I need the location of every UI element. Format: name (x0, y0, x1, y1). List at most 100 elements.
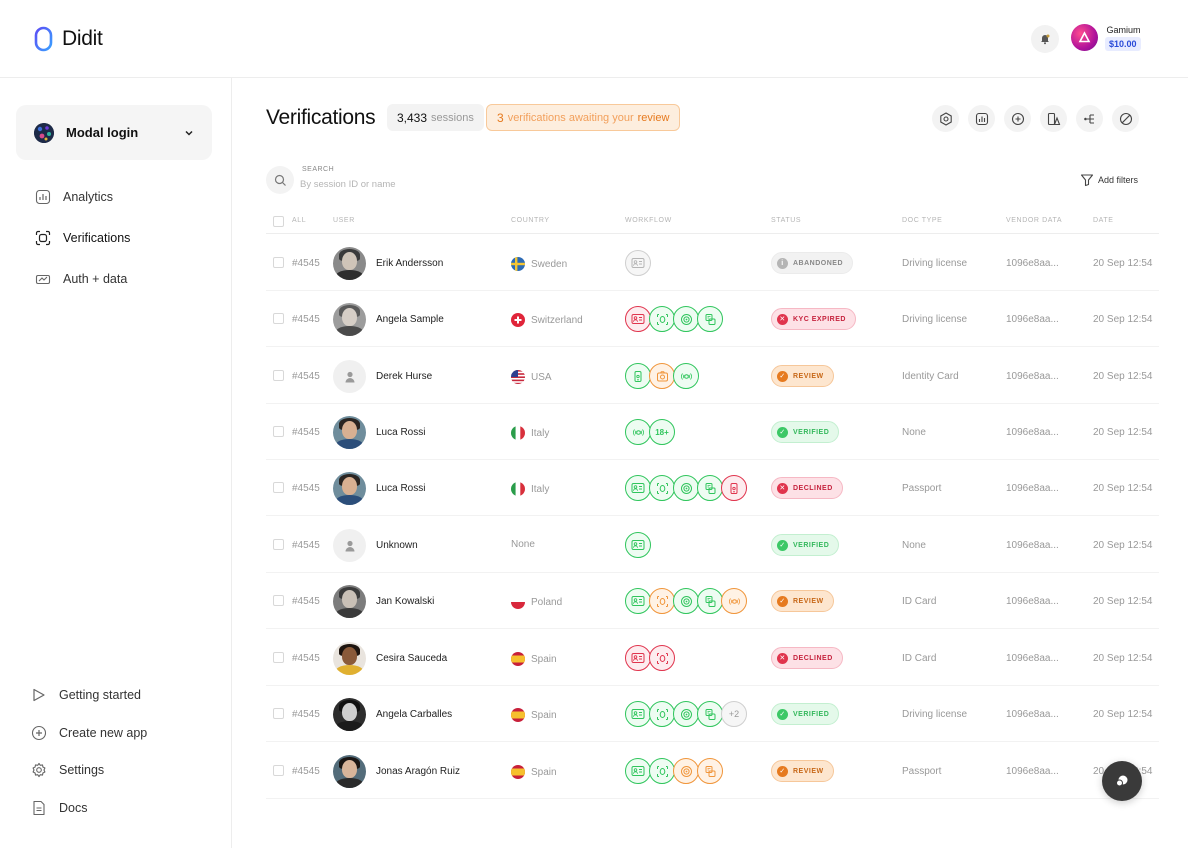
user-cell[interactable]: Jonas Aragón Ruiz (333, 755, 460, 788)
app-selector[interactable]: Modal login (16, 105, 212, 160)
workflow-step-liveness[interactable] (673, 758, 699, 784)
user-cell[interactable]: Angela Carballes (333, 698, 452, 731)
workflow-step-id[interactable] (625, 758, 651, 784)
workflow-step-liveness[interactable] (673, 588, 699, 614)
workflow-tool-button[interactable] (1076, 105, 1103, 132)
column-vendor-data[interactable]: VENDOR DATA (1006, 217, 1063, 224)
workflow-step-face[interactable] (649, 306, 675, 332)
workflow-step-phone[interactable] (721, 475, 747, 501)
column-country[interactable]: COUNTRY (511, 217, 550, 224)
table-row[interactable]: #4545 Unknown None ✓ VERIFIED None 1096e8aa...… (266, 517, 1159, 573)
avatar (333, 360, 366, 393)
workflow-step-phone[interactable] (625, 363, 651, 389)
doc-type: Driving license (902, 709, 968, 720)
user-cell[interactable]: Angela Sample (333, 303, 444, 336)
liveness-icon (680, 765, 693, 778)
workflow-step-id[interactable] (625, 701, 651, 727)
column-status[interactable]: STATUS (771, 217, 802, 224)
workflow-step-doc[interactable] (697, 701, 723, 727)
workflow-step-doc[interactable] (697, 475, 723, 501)
search-input[interactable] (300, 179, 500, 190)
row-checkbox[interactable] (273, 370, 284, 381)
table-row[interactable]: #4545 Angela Carballes Spain +2 ✓ VERIFIED Dri… (266, 686, 1159, 742)
shapes-tool-button[interactable] (1040, 105, 1067, 132)
workflow-step-geo[interactable] (721, 588, 747, 614)
workflow-step-id[interactable] (625, 588, 651, 614)
sidebar-item-docs[interactable]: Docs (30, 799, 87, 817)
user-cell[interactable]: Cesira Sauceda (333, 642, 447, 675)
workflow-step-face[interactable] (649, 758, 675, 784)
row-checkbox[interactable] (273, 539, 284, 550)
account-menu[interactable]: Gamium $10.00 (1071, 24, 1141, 51)
logo[interactable]: Didit (34, 26, 103, 52)
workflow-step-geo[interactable] (625, 419, 651, 445)
workflow-step-doc[interactable] (697, 588, 723, 614)
user-cell[interactable]: Erik Andersson (333, 247, 443, 280)
search-button[interactable] (266, 166, 294, 194)
table-row[interactable]: #4545 Cesira Sauceda Spain ✕ DECLINED ID Card… (266, 630, 1159, 686)
row-checkbox[interactable] (273, 708, 284, 719)
row-checkbox[interactable] (273, 765, 284, 776)
workflow-step-face[interactable] (649, 475, 675, 501)
column-doc-type[interactable]: DOC TYPE (902, 217, 943, 224)
table-row[interactable]: #4545 Jonas Aragón Ruiz Spain ✓ REVIEW Passpo… (266, 743, 1159, 799)
table-row[interactable]: #4545 Angela Sample Switzerland ✕ KYC EXPIRE… (266, 291, 1159, 347)
row-checkbox[interactable] (273, 313, 284, 324)
analytics-tool-button[interactable] (968, 105, 995, 132)
workflow-step-id[interactable] (625, 475, 651, 501)
sidebar-item-auth-data[interactable]: Auth + data (34, 270, 127, 288)
column-date[interactable]: DATE (1093, 217, 1114, 224)
review-alert-badge[interactable]: 3 verifications awaiting your review (486, 104, 681, 131)
workflow-step-liveness[interactable] (673, 475, 699, 501)
sidebar-item-create-app[interactable]: Create new app (30, 724, 147, 742)
workflow-step-id[interactable] (625, 645, 651, 671)
workflow-step-liveness[interactable] (673, 306, 699, 332)
workflow-step-more[interactable]: +2 (721, 701, 747, 727)
workflow-step-liveness[interactable] (673, 701, 699, 727)
workflow-step-geo[interactable] (673, 363, 699, 389)
table-row[interactable]: #4545 Derek Hurse USA ✓ REVIEW Identity Card 1… (266, 348, 1159, 404)
workflow-step-id[interactable] (625, 250, 651, 276)
workflow-step-age[interactable]: 18+ (649, 419, 675, 445)
add-filters-button[interactable]: Add filters (1080, 173, 1138, 187)
select-all-checkbox[interactable] (273, 216, 284, 227)
user-cell[interactable]: Luca Rossi (333, 472, 425, 505)
workflow-step-selfie[interactable] (649, 363, 675, 389)
flag-es-icon (511, 708, 525, 722)
add-tool-button[interactable] (1004, 105, 1031, 132)
chat-support-button[interactable] (1102, 761, 1142, 801)
row-checkbox[interactable] (273, 652, 284, 663)
workflow-step-id[interactable] (625, 306, 651, 332)
user-cell[interactable]: Jan Kowalski (333, 585, 434, 618)
user-cell[interactable]: Derek Hurse (333, 360, 432, 393)
table-row[interactable]: #4545 Jan Kowalski Poland ✓ REVIEW ID Card 109… (266, 573, 1159, 629)
workflow-step-face[interactable] (649, 701, 675, 727)
status-verified-icon: ✓ (777, 426, 788, 438)
table-row[interactable]: #4545 Erik Andersson Sweden i ABANDONED Drivi… (266, 235, 1159, 291)
sidebar-item-analytics[interactable]: Analytics (34, 188, 113, 206)
row-checkbox[interactable] (273, 426, 284, 437)
sidebar-item-settings[interactable]: Settings (30, 761, 104, 779)
workflow-step-doc[interactable] (697, 306, 723, 332)
column-user[interactable]: USER (333, 217, 355, 224)
workflow-step-face[interactable] (649, 645, 675, 671)
user-cell[interactable]: Unknown (333, 529, 418, 562)
sidebar-item-getting-started[interactable]: Getting started (30, 686, 141, 704)
table-row[interactable]: #4545 Luca Rossi Italy ✕ DECLINED Passport 109… (266, 460, 1159, 516)
user-cell[interactable]: Luca Rossi (333, 416, 425, 449)
doc-type: ID Card (902, 653, 937, 664)
row-checkbox[interactable] (273, 482, 284, 493)
notifications-button[interactable] (1031, 25, 1059, 53)
phone-icon (728, 482, 740, 495)
row-checkbox[interactable] (273, 257, 284, 268)
workflow-step-face[interactable] (649, 588, 675, 614)
column-workflow[interactable]: WORKFLOW (625, 217, 672, 224)
workflow-step-id[interactable] (625, 532, 651, 558)
workflow-step-doc[interactable] (697, 758, 723, 784)
block-tool-button[interactable] (1112, 105, 1139, 132)
row-checkbox[interactable] (273, 595, 284, 606)
settings-tool-button[interactable] (932, 105, 959, 132)
sidebar-item-verifications[interactable]: Verifications (34, 229, 130, 247)
avatar (333, 247, 366, 280)
table-row[interactable]: #4545 Luca Rossi Italy 18+ ✓ VERIFIED None 1096… (266, 404, 1159, 460)
